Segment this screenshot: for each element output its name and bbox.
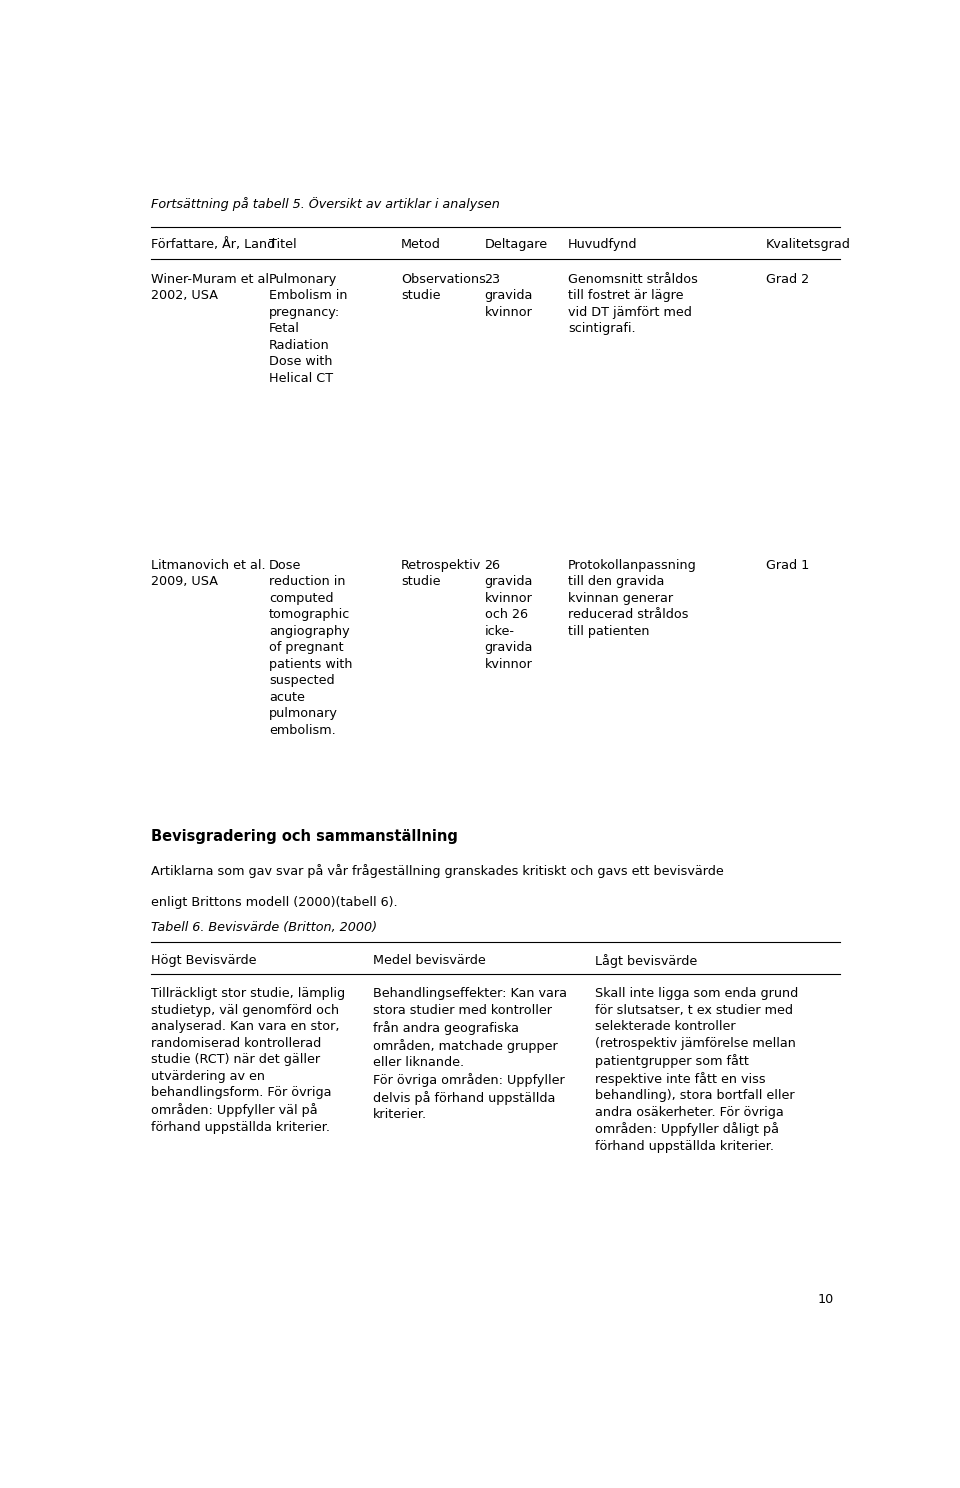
Text: enligt Brittons modell (2000)(tabell 6).: enligt Brittons modell (2000)(tabell 6). [152, 896, 397, 909]
Text: Grad 1: Grad 1 [766, 559, 809, 571]
Text: Högt Bevisvärde: Högt Bevisvärde [152, 954, 256, 967]
Text: 10: 10 [818, 1293, 834, 1306]
Text: Deltagare: Deltagare [485, 238, 548, 251]
Text: Winer-Muram et al.
2002, USA: Winer-Muram et al. 2002, USA [152, 272, 274, 302]
Text: Protokollanpassning
till den gravida
kvinnan generar
reducerad stråldos
till pat: Protokollanpassning till den gravida kvi… [568, 559, 697, 638]
Text: Retrospektiv
studie: Retrospektiv studie [401, 559, 482, 588]
Text: Artiklarna som gav svar på vår frågeställning granskades kritiskt och gavs ett b: Artiklarna som gav svar på vår frågestäl… [152, 863, 724, 878]
Text: Observations
studie: Observations studie [401, 272, 486, 302]
Text: Kvalitetsgrad: Kvalitetsgrad [766, 238, 851, 251]
Text: Fortsättning på tabell 5. Översikt av artiklar i analysen: Fortsättning på tabell 5. Översikt av ar… [152, 196, 500, 211]
Text: Medel bevisvärde: Medel bevisvärde [372, 954, 486, 967]
Text: Lågt bevisvärde: Lågt bevisvärde [594, 954, 697, 969]
Text: Tillräckligt stor studie, lämplig
studietyp, väl genomförd och
analyserad. Kan v: Tillräckligt stor studie, lämplig studie… [152, 988, 346, 1134]
Text: 26
gravida
kvinnor
och 26
icke-
gravida
kvinnor: 26 gravida kvinnor och 26 icke- gravida … [485, 559, 533, 671]
Text: 23
gravida
kvinnor: 23 gravida kvinnor [485, 272, 533, 318]
Text: Behandlingseffekter: Kan vara
stora studier med kontroller
från andra geografisk: Behandlingseffekter: Kan vara stora stud… [372, 988, 567, 1120]
Text: Bevisgradering och sammanställning: Bevisgradering och sammanställning [152, 829, 458, 844]
Text: Skall inte ligga som enda grund
för slutsatser, t ex studier med
selekterade kon: Skall inte ligga som enda grund för slut… [594, 988, 798, 1153]
Text: Metod: Metod [401, 238, 441, 251]
Text: Huvudfynd: Huvudfynd [568, 238, 637, 251]
Text: Litmanovich et al.
2009, USA: Litmanovich et al. 2009, USA [152, 559, 266, 588]
Text: Genomsnitt stråldos
till fostret är lägre
vid DT jämfört med
scintigrafi.: Genomsnitt stråldos till fostret är lägr… [568, 272, 698, 335]
Text: Titel: Titel [269, 238, 297, 251]
Text: Grad 2: Grad 2 [766, 272, 809, 286]
Text: Dose
reduction in
computed
tomographic
angiography
of pregnant
patients with
sus: Dose reduction in computed tomographic a… [269, 559, 352, 737]
Text: Pulmonary
Embolism in
pregnancy:
Fetal
Radiation
Dose with
Helical CT: Pulmonary Embolism in pregnancy: Fetal R… [269, 272, 348, 384]
Text: Tabell 6. Bevisvärde (Britton, 2000): Tabell 6. Bevisvärde (Britton, 2000) [152, 921, 377, 934]
Text: Författare, År, Land: Författare, År, Land [152, 238, 276, 251]
